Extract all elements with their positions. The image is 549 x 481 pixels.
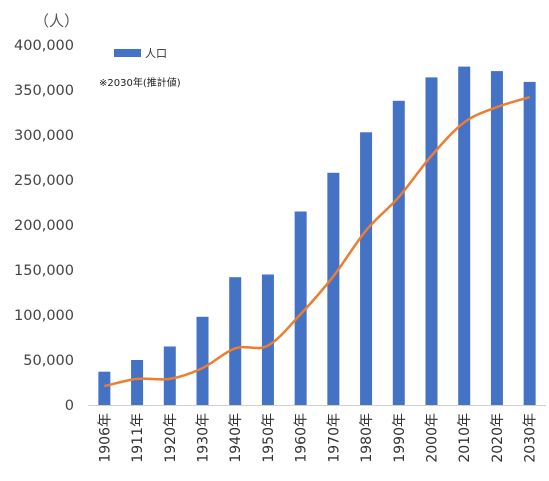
x-tick-label: 2000年 [425,413,441,463]
bar [360,132,373,406]
bar [163,346,176,405]
x-tick-label: 1940年 [228,413,244,463]
x-tick-label: 2030年 [523,413,539,463]
line-series [104,96,531,388]
y-tick-label: 350,000 [14,83,74,99]
legend-label: 人口 [145,47,167,60]
trend-line [104,96,531,388]
y-axis-unit-label: （人） [34,12,79,30]
bar [294,211,307,405]
x-axis: 1906年 1911年 1920年 1930年 1940年 1950年 1960年 1970年… [97,413,538,463]
bar [523,81,536,406]
x-tick-label: 1920年 [163,413,179,463]
bar-series [98,66,536,406]
x-tick-label: 1911年 [130,413,146,463]
y-axis: 0 50,000 100,000 150,000 200,000 250,000 300,0… [14,38,74,414]
x-tick-label: 1906年 [97,413,113,463]
legend: 人口 [114,47,167,60]
bar [392,100,405,406]
x-tick-label: 1990年 [392,413,408,463]
y-tick-label: 100,000 [14,308,74,324]
bar [490,71,503,405]
x-tick-label: 1960年 [294,413,310,463]
bar [327,172,340,405]
estimate-note: ※2030年(推計値) [99,76,181,89]
x-tick-label: 2020年 [490,413,506,463]
y-tick-label: 50,000 [23,353,74,369]
y-tick-label: 200,000 [14,218,74,234]
bar [229,277,242,405]
bar [131,360,144,405]
bar [425,77,438,406]
x-tick-label: 2010年 [457,413,473,463]
y-tick-label: 300,000 [14,128,74,144]
x-tick-label: 1980年 [359,413,375,463]
x-tick-label: 1950年 [261,413,277,463]
bar [98,371,111,405]
bar [196,316,209,405]
legend-swatch [114,49,141,57]
bar [261,274,274,405]
y-tick-label: 150,000 [14,263,74,279]
x-tick-label: 1930年 [196,413,212,463]
x-tick-label: 1970年 [326,413,342,463]
y-tick-label: 250,000 [14,173,74,189]
y-tick-label: 400,000 [14,38,74,54]
y-tick-label: 0 [65,398,74,414]
bar [458,66,471,405]
